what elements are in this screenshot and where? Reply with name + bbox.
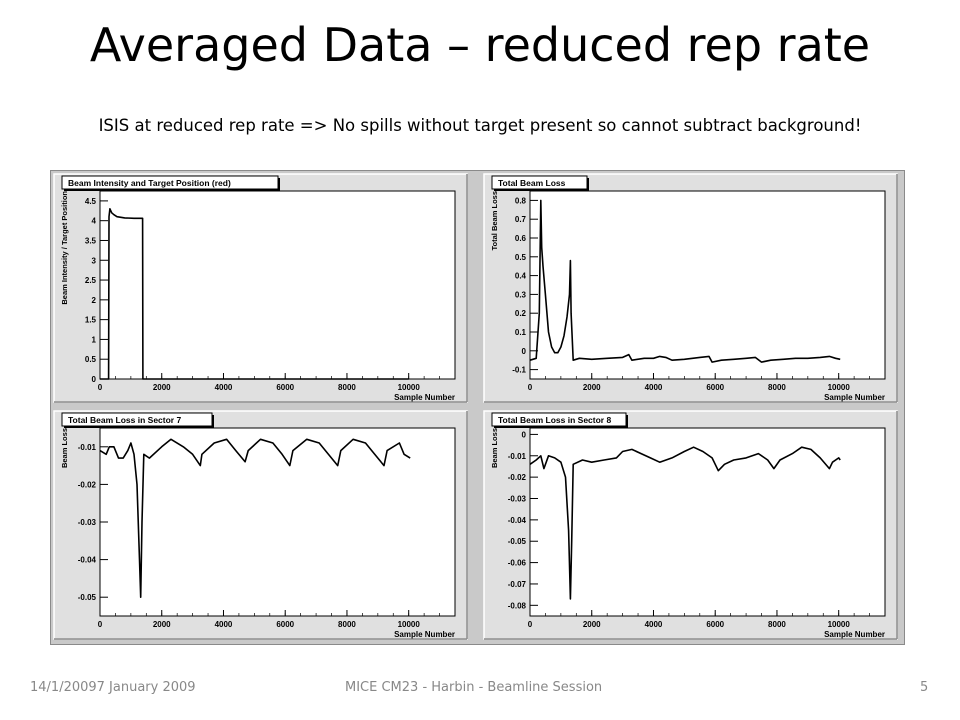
slide-subtitle: ISIS at reduced rep rate => No spills wi…: [98, 116, 862, 135]
x-tick-label: 6000: [276, 620, 294, 629]
plot-area: [99, 190, 456, 380]
x-tick-label: 2000: [583, 620, 601, 629]
x-axis-label: Sample Number: [394, 630, 455, 639]
y-tick-label: 2: [92, 296, 97, 305]
y-tick-label: -0.07: [508, 580, 527, 589]
y-tick-label: -0.01: [508, 452, 527, 461]
chart-grid: Beam Intensity and Target Position (red)…: [53, 173, 898, 640]
x-tick-label: 4000: [215, 620, 233, 629]
y-tick-label: -0.02: [78, 480, 97, 489]
y-tick-label: 0.1: [515, 328, 527, 337]
x-tick-label: 0: [98, 383, 103, 392]
y-tick-label: 0: [522, 347, 527, 356]
y-tick-label: -0.03: [78, 518, 97, 527]
x-tick-label: 4000: [215, 383, 233, 392]
y-tick-label: -0.01: [78, 443, 97, 452]
y-axis-label: Beam Loss: [490, 428, 499, 468]
y-tick-label: -0.04: [78, 556, 97, 565]
y-tick-label: 0.3: [515, 290, 527, 299]
y-tick-label: 0.5: [515, 253, 527, 262]
series-line: [529, 446, 841, 600]
y-axis-label: Beam Loss: [60, 428, 69, 468]
y-tick-label: 1.5: [85, 316, 97, 325]
x-axis-label: Sample Number: [824, 630, 885, 639]
y-tick-label: 0.2: [515, 309, 527, 318]
x-tick-label: 0: [528, 620, 533, 629]
y-tick-label: 2.5: [85, 276, 97, 285]
page-number: 5: [920, 680, 929, 695]
y-tick-label: 0.4: [515, 272, 527, 281]
y-tick-label: 0.8: [515, 196, 527, 205]
x-tick-label: 10000: [398, 383, 421, 392]
x-tick-label: 6000: [276, 383, 294, 392]
y-tick-label: 4: [92, 217, 97, 226]
y-tick-label: -0.05: [78, 593, 97, 602]
y-tick-label: 3: [92, 256, 97, 265]
chart-title: Total Beam Loss: [498, 178, 566, 188]
x-tick-label: 8000: [338, 383, 356, 392]
chart-title: Beam Intensity and Target Position (red): [68, 178, 231, 188]
x-tick-label: 8000: [338, 620, 356, 629]
chart-pad-4: Total Beam Loss in Sector 8 0 2000 4000 6000…: [483, 410, 898, 640]
y-axis-label: Total Beam Loss: [490, 191, 499, 250]
y-axis-label: Beam Intensity / Target Position: [60, 191, 69, 305]
chart-pad-1: Beam Intensity and Target Position (red)…: [53, 173, 468, 403]
y-tick-label: -0.03: [508, 495, 527, 504]
x-tick-label: 8000: [768, 383, 786, 392]
x-axis-label: Sample Number: [824, 393, 885, 402]
y-tick-label: -0.05: [508, 537, 527, 546]
x-tick-label: 2000: [153, 383, 171, 392]
x-tick-label: 2000: [583, 383, 601, 392]
y-tick-label: 1: [92, 335, 97, 344]
x-tick-label: 6000: [706, 383, 724, 392]
chart-title-box: [491, 175, 588, 190]
footer-date: 14/1/20097 January 2009: [30, 680, 196, 695]
x-tick-label: 10000: [828, 383, 851, 392]
series-line: [100, 207, 409, 380]
footer-center-text: MICE CM23 - Harbin - Beamline Session: [345, 680, 603, 695]
y-tick-label: -0.06: [508, 559, 527, 568]
y-tick-label: 0.5: [85, 355, 97, 364]
x-tick-label: 10000: [398, 620, 421, 629]
chart-pad-3: Total Beam Loss in Sector 7 0 2000 4000 6000…: [53, 410, 468, 640]
y-tick-label: -0.1: [512, 366, 526, 375]
y-tick-label: -0.04: [508, 516, 527, 525]
y-tick-label: 0: [92, 375, 97, 384]
chart-title-box: [61, 175, 279, 190]
slide-title: Averaged Data – reduced rep rate: [89, 18, 871, 72]
chart-title: Total Beam Loss in Sector 8: [498, 415, 611, 425]
chart-title: Total Beam Loss in Sector 7: [68, 415, 181, 425]
x-axis-label: Sample Number: [394, 393, 455, 402]
x-tick-label: 0: [528, 383, 533, 392]
plot-area: [99, 427, 456, 617]
chart-canvas-frame: Beam Intensity and Target Position (red)…: [50, 170, 905, 645]
x-tick-label: 4000: [645, 620, 663, 629]
y-tick-label: -0.08: [508, 601, 527, 610]
x-tick-label: 10000: [828, 620, 851, 629]
y-tick-label: 0: [522, 430, 527, 439]
y-tick-label: -0.02: [508, 473, 527, 482]
x-tick-label: 0: [98, 620, 103, 629]
series-line: [529, 199, 841, 363]
x-tick-label: 8000: [768, 620, 786, 629]
chart-pad-2: Total Beam Loss 0 2000 4000 6000 8000 10000 -0.…: [483, 173, 898, 403]
y-tick-label: 3.5: [85, 236, 97, 245]
y-tick-label: 0.6: [515, 234, 527, 243]
y-tick-label: 4.5: [85, 197, 97, 206]
y-tick-label: 0.7: [515, 215, 527, 224]
chart-title-box: [491, 412, 627, 427]
x-tick-label: 2000: [153, 620, 171, 629]
x-tick-label: 4000: [645, 383, 663, 392]
x-tick-label: 6000: [706, 620, 724, 629]
series-line: [99, 438, 411, 598]
chart-title-box: [61, 412, 213, 427]
plot-area: [529, 190, 886, 380]
plot-area: [529, 427, 886, 617]
